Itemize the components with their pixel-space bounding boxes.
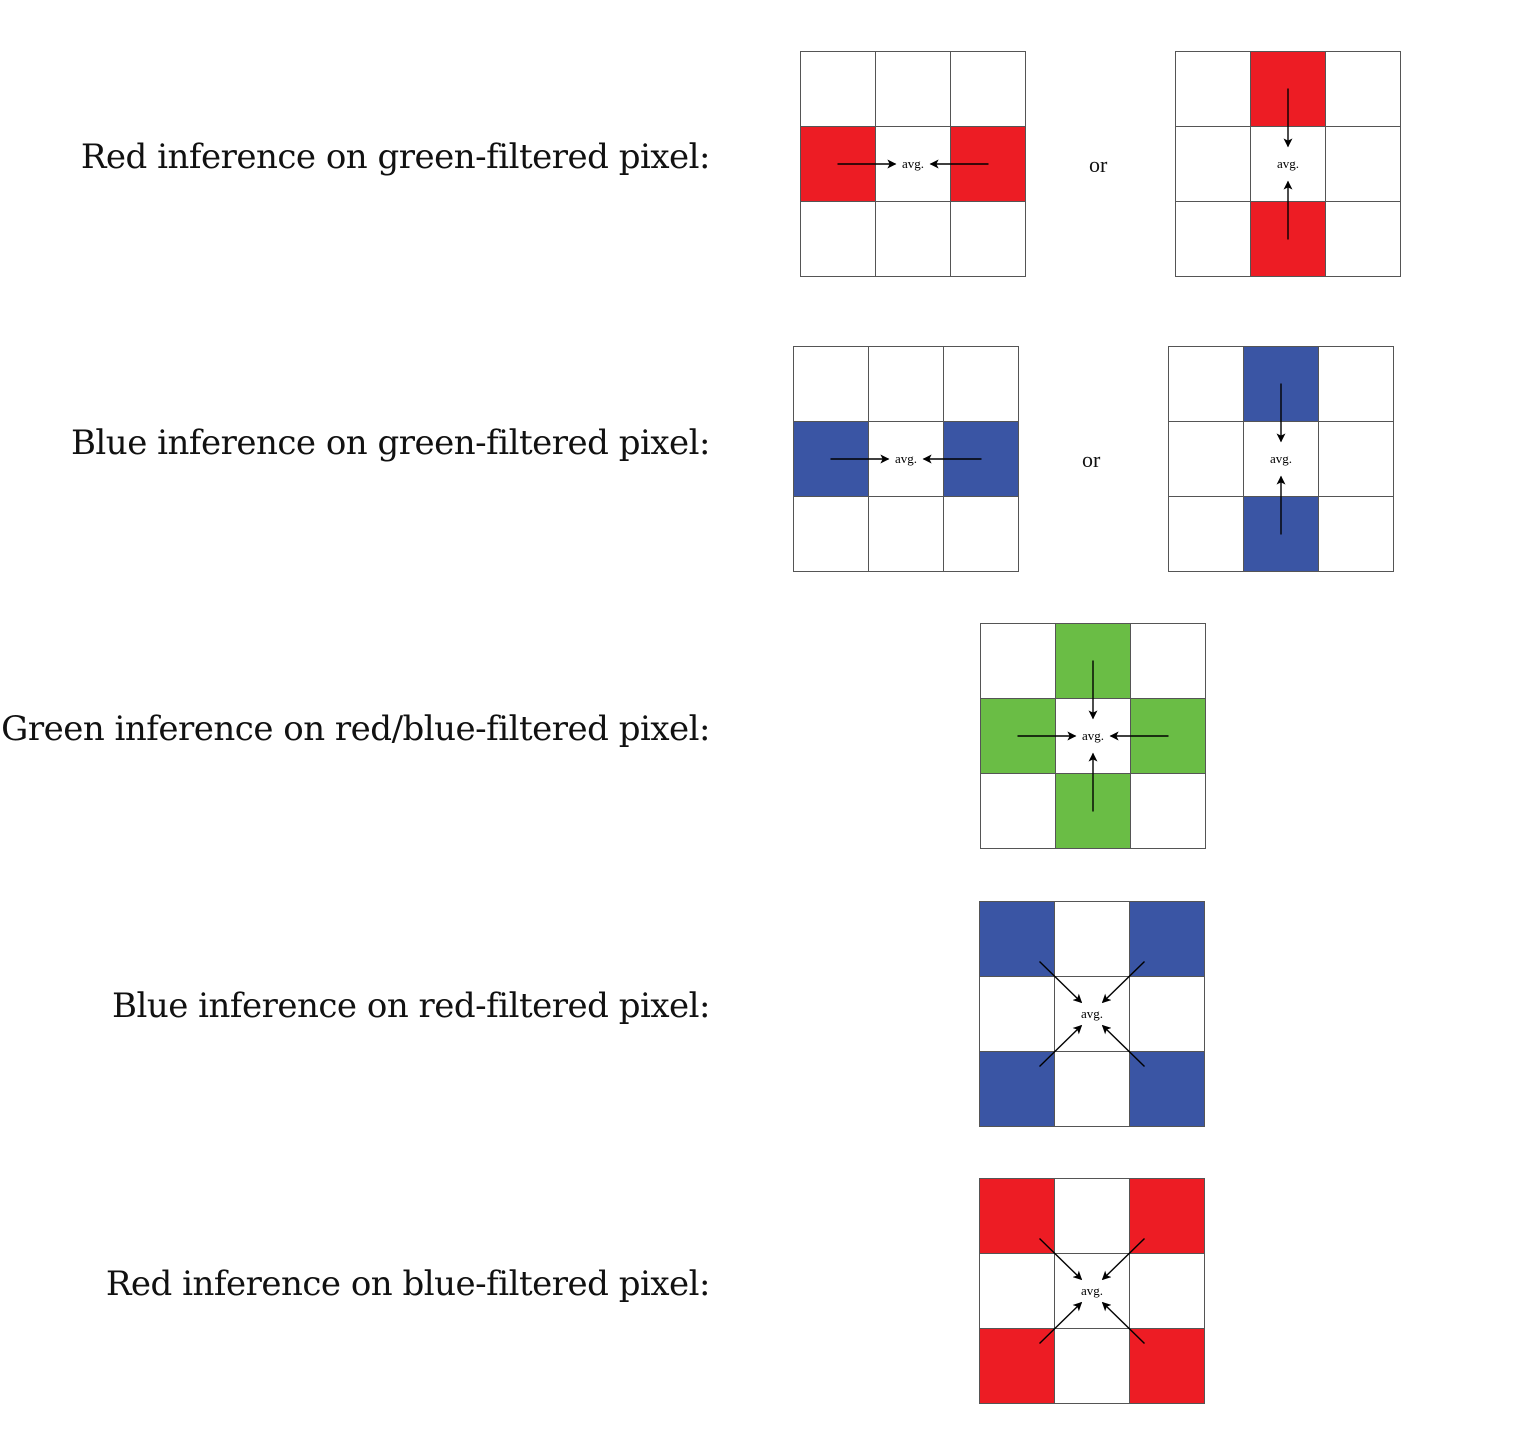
empty-pixel-cell: [979, 976, 1055, 1052]
empty-pixel-cell: [1054, 901, 1130, 977]
empty-pixel-cell: [1129, 976, 1205, 1052]
arrow-from-bottom-left: [1039, 1301, 1083, 1345]
grid-green-on-red-blue: avg.: [980, 623, 1206, 849]
empty-pixel-cell: [800, 51, 876, 127]
empty-pixel-cell: [1168, 421, 1244, 497]
or-connector-row-2: or: [1082, 447, 1101, 472]
arrow-from-bottom-right: [1101, 1301, 1145, 1345]
empty-pixel-cell: [980, 773, 1056, 849]
empty-pixel-cell: [793, 346, 869, 422]
empty-pixel-cell: [1175, 201, 1251, 277]
empty-pixel-cell: [950, 201, 1026, 277]
avg-label: avg.: [895, 451, 917, 466]
empty-pixel-cell: [979, 1253, 1055, 1329]
empty-pixel-cell: [875, 51, 951, 127]
or-connector-row-1: or: [1089, 152, 1108, 177]
empty-pixel-cell: [1054, 1328, 1130, 1404]
empty-pixel-cell: [1325, 126, 1401, 202]
row-label-blue-on-red: Blue inference on red-filtered pixel:: [111, 986, 711, 1026]
grid-blue-on-red: avg.: [979, 901, 1205, 1127]
empty-pixel-cell: [1325, 51, 1401, 127]
empty-pixel-cell: [1054, 1051, 1130, 1127]
grid-blue-on-green-horizontal: avg.: [793, 346, 1019, 572]
empty-pixel-cell: [793, 496, 869, 572]
empty-pixel-cell: [980, 623, 1056, 699]
arrow-from-top-right: [1101, 960, 1145, 1004]
arrow-from-top-left: [1039, 960, 1083, 1004]
row-label-blue-on-green: Blue inference on green-filtered pixel:: [70, 423, 711, 463]
empty-pixel-cell: [1168, 496, 1244, 572]
arrow-from-top-left: [1039, 1237, 1083, 1281]
avg-label: avg.: [1270, 451, 1292, 466]
filtered-pixel-cell: [1129, 1178, 1205, 1254]
empty-pixel-cell: [1175, 51, 1251, 127]
avg-label: avg.: [1277, 156, 1299, 171]
empty-pixel-cell: [1130, 773, 1206, 849]
row-label-red-on-blue: Red inference on blue-filtered pixel:: [105, 1264, 711, 1304]
empty-pixel-cell: [868, 346, 944, 422]
empty-pixel-cell: [943, 346, 1019, 422]
empty-pixel-cell: [1175, 126, 1251, 202]
empty-pixel-cell: [1318, 346, 1394, 422]
avg-label: avg.: [902, 156, 924, 171]
empty-pixel-cell: [1318, 496, 1394, 572]
row-label-red-on-green: Red inference on green-filtered pixel:: [80, 137, 711, 177]
empty-pixel-cell: [950, 51, 1026, 127]
empty-pixel-cell: [1054, 1178, 1130, 1254]
empty-pixel-cell: [943, 496, 1019, 572]
empty-pixel-cell: [868, 496, 944, 572]
arrow-from-top-right: [1101, 1237, 1145, 1281]
empty-pixel-cell: [1318, 421, 1394, 497]
empty-pixel-cell: [1325, 201, 1401, 277]
empty-pixel-cell: [1168, 346, 1244, 422]
grid-red-on-blue: avg.: [979, 1178, 1205, 1404]
grid-blue-on-green-vertical: avg.: [1168, 346, 1394, 572]
arrow-from-bottom-right: [1101, 1024, 1145, 1068]
arrow-from-bottom-left: [1039, 1024, 1083, 1068]
avg-label: avg.: [1081, 1006, 1103, 1021]
empty-pixel-cell: [1129, 1253, 1205, 1329]
avg-label: avg.: [1081, 1283, 1103, 1298]
empty-pixel-cell: [1130, 623, 1206, 699]
grid-red-on-green-vertical: avg.: [1175, 51, 1401, 277]
avg-label: avg.: [1082, 728, 1104, 743]
row-label-green-on-red-blue: Green inference on red/blue-filtered pix…: [1, 709, 710, 749]
empty-pixel-cell: [800, 201, 876, 277]
grid-red-on-green-horizontal: avg.: [800, 51, 1026, 277]
empty-pixel-cell: [875, 201, 951, 277]
